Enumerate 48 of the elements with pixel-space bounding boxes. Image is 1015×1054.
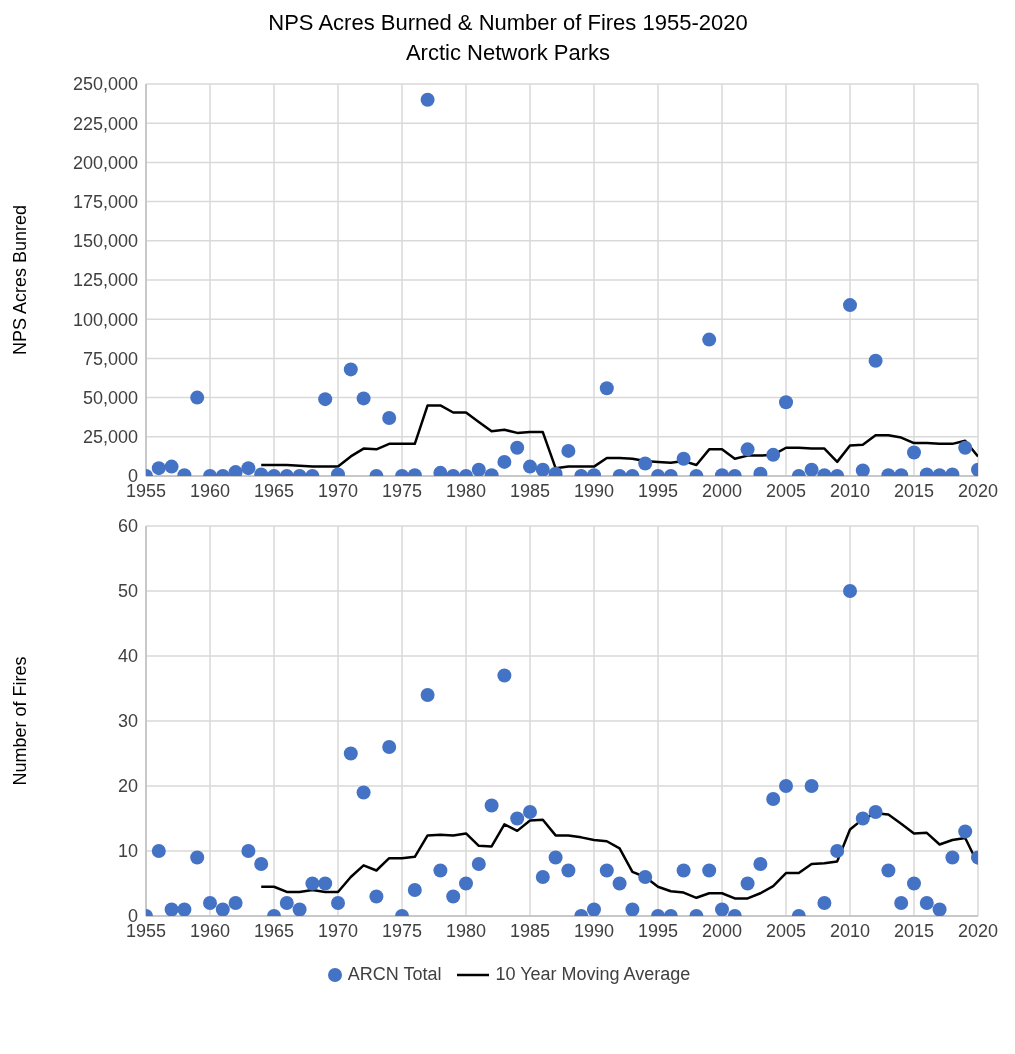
legend-label: ARCN Total [347,964,442,985]
chart-subtitle: Arctic Network Parks [404,39,612,67]
x-tick-label: 1995 [637,480,679,501]
x-tick-label: 1980 [445,920,487,941]
x-tick-label: 2020 [957,920,999,941]
x-tick-label: 1970 [317,480,359,501]
y-tick-label: 125,000 [72,270,138,291]
x-tick-label: 1975 [381,480,423,501]
x-tick-label: 2010 [829,480,871,501]
x-tick-label: 1960 [189,920,231,941]
x-tick-label: 1970 [317,920,359,941]
x-tick-label: 2000 [701,920,743,941]
x-tick-label: 2010 [829,920,871,941]
y-tick-label: 225,000 [72,113,138,134]
y-tick-label: 40 [117,646,138,667]
x-tick-label: 1975 [381,920,423,941]
x-tick-label: 2015 [893,480,935,501]
y-tick-label: 10 [117,841,138,862]
y-axis-title: Number of Fires [10,656,31,786]
x-tick-label: 1985 [509,920,551,941]
legend-label: 10 Year Moving Average [495,964,691,985]
y-tick-label: 30 [117,711,138,732]
x-tick-label: 1960 [189,480,231,501]
x-tick-label: 1965 [253,480,295,501]
y-tick-label: 50 [117,581,138,602]
y-tick-label: 20 [117,776,138,797]
y-tick-label: 250,000 [72,74,138,95]
y-tick-label: 50,000 [82,387,138,408]
x-tick-label: 2000 [701,480,743,501]
y-axis-title: NPS Acres Bunred [10,204,31,356]
x-tick-label: 2020 [957,480,999,501]
y-tick-label: 25,000 [82,427,138,448]
x-tick-label: 1980 [445,480,487,501]
y-tick-label: 175,000 [72,191,138,212]
x-tick-label: 1990 [573,920,615,941]
y-tick-label: 75,000 [82,348,138,369]
y-tick-label: 60 [117,516,138,537]
x-tick-label: 2005 [765,920,807,941]
x-tick-label: 2015 [893,920,935,941]
x-tick-label: 1965 [253,920,295,941]
y-tick-label: 150,000 [72,231,138,252]
x-tick-label: 1995 [637,920,679,941]
x-tick-label: 2005 [765,480,807,501]
y-tick-label: 100,000 [72,309,138,330]
y-tick-label: 200,000 [72,152,138,173]
x-tick-label: 1985 [509,480,551,501]
chart-title: NPS Acres Burned & Number of Fires 1955-2020 [267,9,749,37]
x-tick-label: 1990 [573,480,615,501]
